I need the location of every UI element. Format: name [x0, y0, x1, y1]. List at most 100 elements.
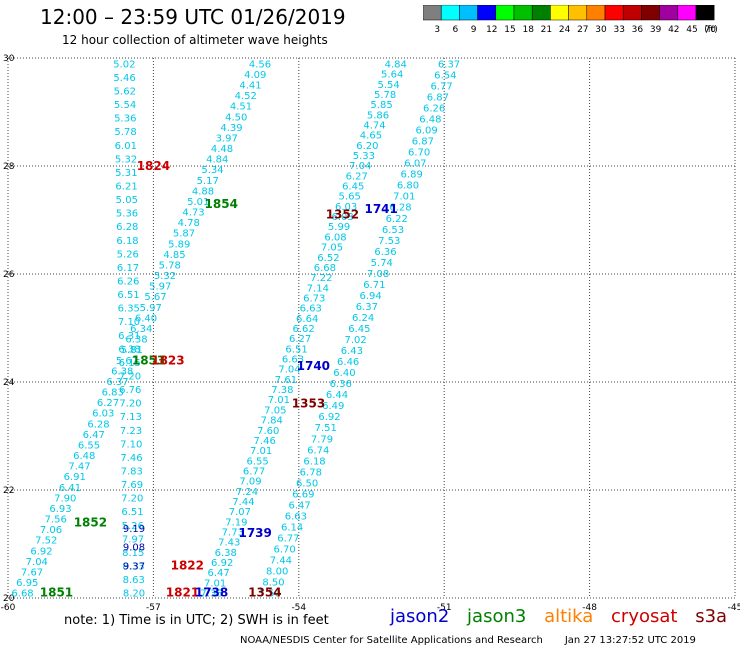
time-label: 1822: [171, 559, 204, 573]
y-tick-label: 30: [3, 54, 15, 64]
wave-height-value: 6.71: [363, 280, 385, 291]
wave-height-value: 8.15: [122, 548, 144, 559]
wave-height-value: 6.17: [117, 263, 139, 274]
colorbar-label: 3: [434, 25, 440, 35]
wave-height-value: 6.41: [59, 483, 81, 494]
wave-height-value: 5.78: [374, 90, 396, 101]
wave-height-value: 6.26: [117, 277, 139, 288]
wave-height-value: 4.41: [239, 81, 261, 92]
colorbar-unit: (ft): [704, 25, 718, 35]
wave-height-value: 7.01: [393, 192, 415, 203]
wave-height-value: 6.40: [135, 313, 157, 324]
note-text: note: 1) Time is in UTC; 2) SWH is in fe…: [64, 613, 329, 628]
wave-height-value: 7.61: [275, 375, 297, 386]
wave-height-value: 7.10: [120, 439, 142, 450]
wave-height-value: 4.84: [206, 155, 228, 166]
wave-height-value: 6.77: [243, 466, 265, 477]
wave-height-value: 6.95: [16, 578, 38, 589]
wave-height-value: 6.37: [356, 302, 378, 313]
colorbar-swatch: [695, 5, 715, 21]
legend-cryosat: cryosat: [611, 606, 678, 627]
wave-height-value: 7.20: [119, 399, 141, 410]
wave-height-value: 4.73: [182, 208, 204, 219]
wave-height-value: 6.40: [333, 368, 355, 379]
wave-height-value: 4.48: [211, 144, 233, 155]
wave-height-value: 7.01: [268, 395, 290, 406]
wave-height-value: 6.31: [118, 331, 140, 342]
x-tick-label: -57: [146, 603, 161, 613]
wave-height-value: 6.64: [296, 314, 318, 325]
wave-height-value: 8.63: [123, 575, 145, 586]
legend-s3a: s3a: [695, 606, 728, 627]
wave-height-value: 5.31: [115, 168, 137, 179]
wave-height-value: 6.38: [215, 548, 237, 559]
wave-height-value: 7.05: [264, 405, 286, 416]
colorbar-label: 18: [522, 25, 534, 35]
wave-height-value: 9.19: [123, 524, 145, 535]
wave-height-value: 5.26: [122, 521, 144, 532]
wave-height-value: 5.02: [113, 59, 135, 70]
wave-height-value: 7.60: [257, 426, 279, 437]
wave-height-value: 6.51: [117, 290, 139, 301]
wave-height-value: 9.08: [123, 543, 145, 554]
wave-height-value: 6.03: [331, 212, 353, 223]
wave-height-value: 6.34: [130, 324, 152, 335]
time-label: 1823: [151, 353, 184, 367]
wave-height-value: 6.73: [303, 293, 325, 304]
wave-height-value: 6.21: [115, 182, 137, 193]
track-track-b: 4.564.094.414.524.514.504.393.974.484.84…: [11, 59, 271, 599]
wave-height-value: 6.47: [208, 568, 230, 579]
wave-height-value: 6.52: [317, 253, 339, 264]
track-track-d: 6.376.546.776.876.266.486.096.876.706.07…: [259, 59, 461, 599]
wave-height-value: 6.78: [300, 467, 322, 478]
wave-height-value: 7.22: [310, 273, 332, 284]
time-label: 1851: [40, 586, 73, 600]
colorbar-label: 36: [632, 25, 644, 35]
wave-height-value: 6.14: [281, 522, 303, 533]
time-label: 1853: [132, 353, 165, 367]
wave-height-value: 6.27: [346, 171, 368, 182]
x-tick-label: -48: [582, 603, 597, 613]
wave-height-value: 6.20: [356, 141, 378, 152]
wave-height-value: 5.99: [328, 222, 350, 233]
wave-height-value: 6.74: [307, 445, 329, 456]
wave-height-value: 6.03: [335, 202, 357, 213]
wave-height-value: 7.04: [349, 161, 371, 172]
wave-height-value: 7.13: [120, 412, 142, 423]
chart-title: 12:00 – 23:59 UTC 01/26/2019: [40, 5, 346, 29]
wave-height-value: 6.63: [285, 511, 307, 522]
wave-height-value: 6.91: [64, 472, 86, 483]
footer-source: NOAA/NESDIS Center for Satellite Applica…: [240, 635, 543, 646]
wave-height-value: 7.46: [120, 453, 142, 464]
wave-height-value: 7.02: [345, 335, 367, 346]
wave-height-value: 7.04: [278, 365, 300, 376]
wave-height-value: 6.28: [87, 419, 109, 430]
wave-height-value: 7.46: [254, 436, 276, 447]
wave-height-value: 5.32: [154, 271, 176, 282]
wave-height-value: 9.37: [123, 562, 145, 573]
wave-height-value: 6.92: [30, 546, 52, 557]
wave-height-value: 6.03: [92, 409, 114, 420]
wave-height-value: 6.62: [293, 324, 315, 335]
wave-height-value: 6.92: [318, 412, 340, 423]
wave-height-value: 6.89: [401, 170, 423, 181]
wave-height-value: 6.55: [246, 456, 268, 467]
y-tick-label: 22: [3, 486, 14, 496]
wave-height-value: 6.54: [434, 70, 456, 81]
wave-height-value: 6.46: [337, 357, 359, 368]
wave-height-value: 4.39: [220, 123, 242, 134]
wave-height-value: 6.47: [288, 500, 310, 511]
wave-height-value: 6.48: [419, 115, 441, 126]
wave-height-value: 6.77: [430, 81, 452, 92]
wave-height-value: 5.17: [197, 176, 219, 187]
wave-height-value: 7.06: [40, 525, 62, 536]
wave-height-value: 6.28: [116, 222, 138, 233]
wave-height-value: 5.89: [168, 239, 190, 250]
wave-height-value: 6.37: [106, 377, 128, 388]
wave-height-value: 7.51: [315, 423, 337, 434]
colorbar-label: 6: [453, 25, 459, 35]
wave-height-value: 6.15: [119, 358, 141, 369]
wave-height-value: 7.79: [311, 434, 333, 445]
time-label: 1854: [205, 197, 238, 211]
y-tick-label: 26: [3, 270, 15, 280]
